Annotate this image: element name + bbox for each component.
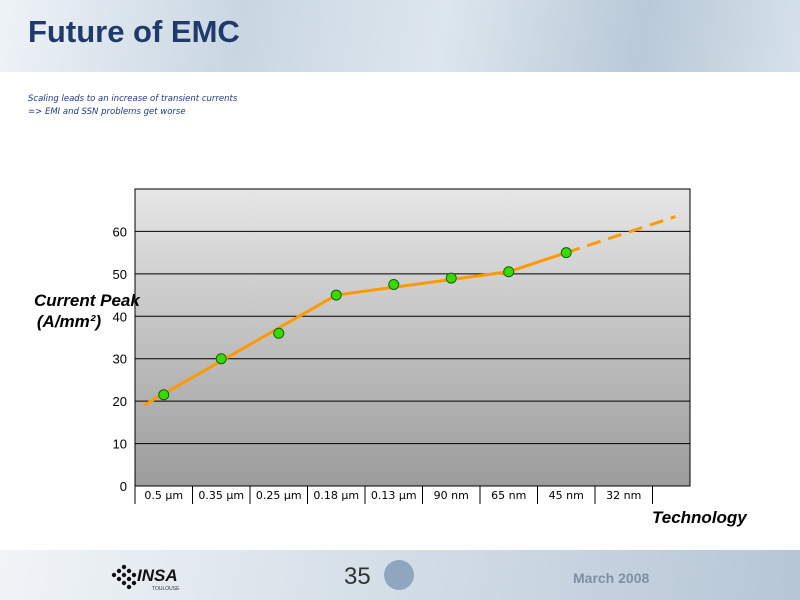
- x-tick-label: 0.5 µm: [144, 489, 183, 502]
- data-point: [560, 247, 572, 259]
- data-point: [445, 272, 457, 284]
- x-tick-label: 0.25 µm: [256, 489, 302, 502]
- y-axis-label-line: Current Peak: [34, 291, 140, 310]
- slide-header: Future of EMC: [0, 0, 800, 72]
- current-peak-chart: 0 10 20 30 40 50 60 0.5 µm 0.35 µm 0.25 µm 0.18 µm…: [113, 188, 691, 504]
- bullet-line: => EMI and SSN problems get worse: [28, 107, 186, 117]
- x-tick-label: 0.18 µm: [313, 489, 359, 502]
- data-point: [503, 266, 515, 278]
- x-tick-label: 0.35 µm: [198, 489, 244, 502]
- data-point: [158, 389, 170, 401]
- y-axis-label: Current Peak (A/mm²): [34, 290, 140, 332]
- x-tick-label: 45 nm: [549, 489, 584, 502]
- trend-line: [142, 251, 567, 407]
- x-axis-label: Technology: [652, 508, 747, 527]
- x-tick-label: 65 nm: [491, 489, 526, 502]
- y-tick-label: 50: [113, 267, 127, 282]
- y-tick-label: 10: [113, 437, 127, 452]
- x-tick-label: 0.13 µm: [371, 489, 417, 502]
- logo-subtext: TOULOUSE: [152, 586, 180, 592]
- slide-date: March 2008: [573, 570, 650, 586]
- data-point: [215, 353, 227, 365]
- data-point: [330, 289, 342, 301]
- y-axis-label-line: (A/mm²): [36, 312, 102, 331]
- page-dot: [384, 560, 414, 590]
- page-number: 35: [344, 563, 371, 590]
- slide-title: Future of EMC: [28, 14, 240, 49]
- plot-area: [134, 188, 691, 487]
- logo-text: INSA: [137, 566, 178, 585]
- insa-logo: INSA TOULOUSE: [111, 564, 180, 592]
- trend-extrapolation: [565, 215, 676, 255]
- y-tick-label: 0: [120, 479, 127, 494]
- bullet-line: Scaling leads to an increase of transien…: [28, 94, 238, 104]
- y-tick-label: 60: [113, 224, 127, 239]
- x-tick-label: 32 nm: [606, 489, 641, 502]
- y-tick-label: 40: [113, 309, 127, 324]
- y-tick-label: 20: [113, 394, 127, 409]
- x-tick-label: 90 nm: [434, 489, 469, 502]
- y-tick-label: 30: [113, 352, 127, 367]
- data-point: [273, 327, 285, 339]
- slide-bullets: Scaling leads to an increase of transien…: [28, 93, 237, 119]
- data-point: [388, 278, 400, 290]
